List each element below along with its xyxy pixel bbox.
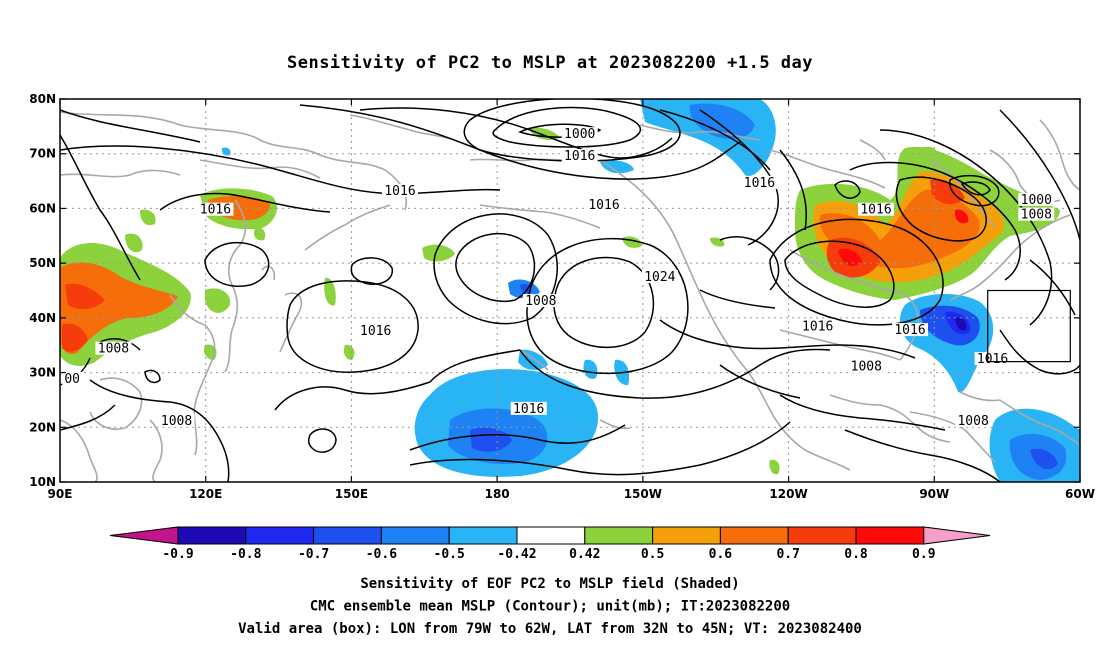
caption-line: Valid area (box): LON from 79W to 62W, L… xyxy=(238,621,862,637)
contour-label: 1008 xyxy=(851,360,882,375)
contour-label: 1016 xyxy=(744,176,775,191)
lat-tick-label: 70N xyxy=(29,147,56,161)
contour-label-bg xyxy=(1018,207,1055,221)
lat-tick-label: 50N xyxy=(29,256,56,270)
contour-label-bg xyxy=(641,270,678,284)
lat-tick-label: 40N xyxy=(29,311,56,325)
contour-label: 1024 xyxy=(644,270,675,285)
contour-label-bg xyxy=(158,413,195,427)
contour-label: 1016 xyxy=(360,324,391,339)
contour-label: 1008 xyxy=(98,342,129,357)
contour-label-bg xyxy=(799,319,836,333)
lat-tick-label: 60N xyxy=(29,201,56,215)
colorbar-swatch xyxy=(652,526,721,545)
contour-label-bg xyxy=(382,184,418,198)
map-grid xyxy=(60,99,1080,482)
contour-label: 1016 xyxy=(894,323,925,338)
lon-tick-label: 90W xyxy=(919,487,949,501)
lon-tick-label: 150W xyxy=(624,487,662,501)
contour-label: 1016 xyxy=(802,319,833,334)
lon-tick-label: 60W xyxy=(1065,487,1095,501)
contour-label-bg xyxy=(1018,192,1055,206)
contour-label: 1016 xyxy=(384,184,415,199)
negative-shading xyxy=(221,99,1080,482)
contour-label: 1008 xyxy=(1021,208,1052,223)
contour-label: 1016 xyxy=(860,203,891,218)
colorbar-label: 0.9 xyxy=(912,547,935,562)
contour-label-bg xyxy=(955,413,992,427)
contour-label: 00 xyxy=(64,372,80,387)
colorbar-label: 0.7 xyxy=(776,547,799,562)
colorbar-swatch xyxy=(313,526,382,545)
lon-tick-label: 120W xyxy=(769,487,807,501)
contour-label-bg xyxy=(510,401,547,415)
lat-tick-label: 30N xyxy=(29,366,56,380)
colorbar-swatch xyxy=(177,526,247,545)
colorbar-extend-low xyxy=(109,526,179,545)
lon-tick-label: 180 xyxy=(485,487,510,501)
contour-label: 1016 xyxy=(588,198,619,213)
valid-area-box xyxy=(987,289,1071,363)
colorbar-label: -0.8 xyxy=(230,547,261,562)
colorbar-label: -0.9 xyxy=(162,547,193,562)
contour-label-bg xyxy=(848,359,885,373)
contour-label-bg xyxy=(95,341,132,355)
contour-label-bg xyxy=(561,149,598,163)
colorbar-swatch xyxy=(380,526,450,545)
lat-tick-label: 80N xyxy=(29,92,56,106)
colorbar-swatch xyxy=(448,526,518,545)
contour-label-bg xyxy=(586,197,622,211)
colorbar-swatch xyxy=(584,526,654,545)
mslp-contours xyxy=(60,99,1080,482)
contour-label-bg xyxy=(741,175,778,189)
contour-label-bg xyxy=(858,202,894,216)
colorbar-swatch xyxy=(245,526,315,545)
contour-label: 1000 xyxy=(564,127,595,142)
colorbar-label: 0.42 xyxy=(569,547,600,562)
colorbar-label: -0.5 xyxy=(434,547,465,562)
colorbar-extend-high xyxy=(923,526,991,545)
contour-label: 1008 xyxy=(161,414,192,429)
contour-label: 1016 xyxy=(564,149,595,164)
lat-tick-label: 10N xyxy=(29,475,56,489)
lon-tick-label: 150E xyxy=(335,487,368,501)
contour-label-bg xyxy=(561,127,598,141)
positive-shading xyxy=(60,127,1060,475)
colorbar: -0.9 -0.8 -0.7 -0.6 -0.5 -0.42 0.42 0.5 0.6 0.7 0.… xyxy=(109,526,991,562)
map-axes: 90E 120E 150E 180 150W 120W 90W 60W 10N 20N 30N 40N… xyxy=(29,92,1095,501)
lon-tick-label: 120E xyxy=(189,487,222,501)
contour-label-bg xyxy=(892,323,928,337)
figure-title: Sensitivity of PC2 to MSLP at 2023082200… xyxy=(287,53,813,73)
contour-label: 1008 xyxy=(525,294,556,309)
caption-block: Sensitivity of EOF PC2 to MSLP field (Sh… xyxy=(238,576,862,637)
colorbar-swatch xyxy=(719,526,789,545)
contour-label: 1016 xyxy=(977,352,1008,367)
contour-label: 1000 xyxy=(1021,193,1052,208)
colorbar-label: -0.7 xyxy=(298,547,329,562)
lon-tick-label: 90E xyxy=(48,487,73,501)
contour-label-bg xyxy=(357,324,394,338)
contour-label: 1016 xyxy=(513,402,544,417)
caption-line: CMC ensemble mean MSLP (Contour); unit(m… xyxy=(310,599,790,615)
contour-label: 1016 xyxy=(200,203,231,218)
colorbar-swatch xyxy=(855,526,925,545)
contour-label-bg xyxy=(62,371,83,385)
colorbar-swatch xyxy=(787,526,857,545)
contour-label-bg xyxy=(197,202,234,216)
colorbar-label: 0.6 xyxy=(709,547,733,562)
map-frame xyxy=(59,98,1081,483)
contour-label: 1008 xyxy=(957,414,988,429)
colorbar-swatch xyxy=(516,526,586,545)
colorbar-label: -0.6 xyxy=(366,547,397,562)
colorbar-label: -0.42 xyxy=(497,547,536,562)
colorbar-label: 0.8 xyxy=(844,547,868,562)
caption-line: Sensitivity of EOF PC2 to MSLP field (Sh… xyxy=(360,576,739,592)
contour-label-bg xyxy=(522,294,559,308)
lat-tick-label: 20N xyxy=(29,420,56,434)
colorbar-label: 0.5 xyxy=(641,547,664,562)
